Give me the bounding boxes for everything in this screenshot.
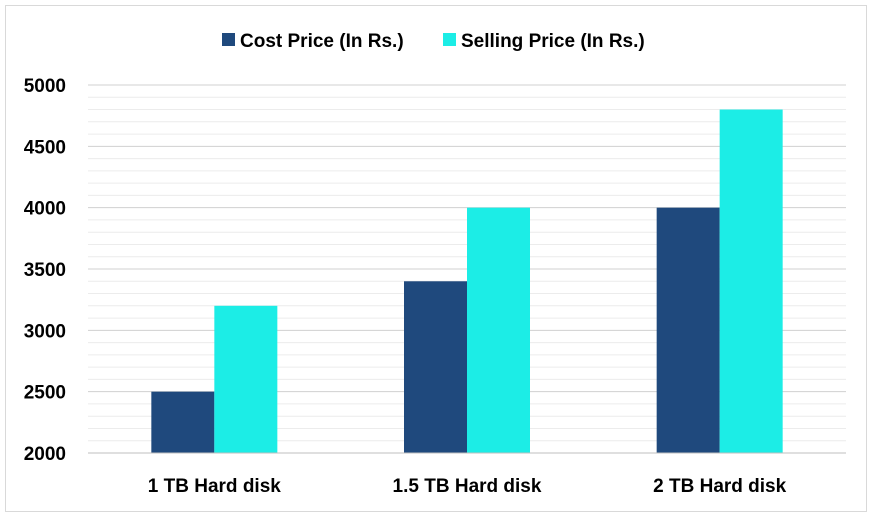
x-category-label: 1.5 TB Hard disk — [393, 476, 542, 497]
legend-swatch-selling-price — [443, 33, 456, 46]
bar-selling-price-2 — [467, 207, 530, 453]
y-tick-label: 2500 — [24, 383, 66, 404]
legend: Cost Price (In Rs.) Selling Price (In Rs.… — [222, 31, 645, 52]
bar-cost-price-1 — [151, 391, 215, 453]
y-tick-label: 5000 — [24, 76, 66, 97]
legend-label-selling-price: Selling Price (In Rs.) — [461, 31, 645, 52]
x-category-label: 1 TB Hard disk — [148, 476, 281, 497]
y-axis-ticks: 2000 2500 3000 3500 4000 4500 5000 — [24, 76, 66, 465]
y-tick-label: 2000 — [24, 444, 66, 465]
bars — [151, 109, 783, 454]
y-tick-label: 4500 — [24, 137, 66, 158]
y-tick-label: 4000 — [24, 199, 66, 220]
bar-cost-price-2 — [404, 281, 467, 453]
y-tick-label: 3500 — [24, 260, 66, 281]
x-axis-ticks: 1 TB Hard disk 1.5 TB Hard disk 2 TB Hard … — [148, 476, 787, 497]
legend-label-cost-price: Cost Price (In Rs.) — [240, 31, 404, 52]
bar-selling-price-3 — [719, 109, 783, 454]
bar-cost-price-3 — [656, 207, 720, 453]
legend-swatch-cost-price — [222, 33, 235, 46]
x-category-label: 2 TB Hard disk — [653, 476, 786, 497]
y-tick-label: 3000 — [24, 321, 66, 342]
bar-selling-price-1 — [214, 305, 278, 453]
